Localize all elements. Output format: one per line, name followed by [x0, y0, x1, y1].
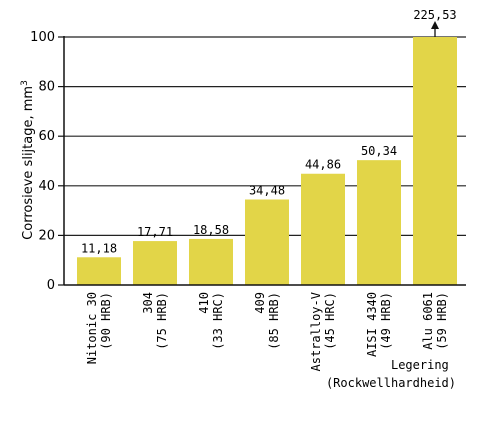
x-tick-label-line: AISI 4340 — [365, 292, 379, 357]
x-tick-label: AISI 4340 (49 HRB) — [365, 292, 393, 357]
x-tick-label-line: (45 HRC) — [323, 292, 337, 350]
x-tick-label-line: (33 HRC) — [211, 292, 225, 350]
x-tick-label-line: Astralloy-V — [309, 292, 323, 371]
x-axis-label: Legering (Rockwellhardheid) — [326, 358, 456, 390]
value-label: 11,18 — [81, 241, 117, 255]
x-tick-label-line: 409 — [253, 292, 267, 314]
x-tick-label: 304 (75 HRB) — [141, 292, 169, 350]
x-axis-label-line-2: (Rockwellhardheid) — [326, 376, 456, 390]
y-tick-label: 0 — [47, 278, 55, 293]
bar — [245, 199, 289, 285]
x-tick-label-line: (85 HRB) — [267, 292, 281, 350]
x-tick-label-line: Alu 6061 — [421, 292, 435, 350]
y-tick-labels: 0 20 40 60 80 100 — [30, 30, 55, 293]
y-tick-label: 100 — [30, 30, 55, 45]
y-tick-label: 40 — [38, 179, 55, 194]
x-tick-label-line: 304 — [141, 292, 155, 314]
x-tick-label: Alu 6061 (59 HRB) — [421, 292, 449, 350]
bar — [133, 241, 177, 285]
x-tick-label-line: (75 HRB) — [155, 292, 169, 350]
x-axis-label-line-1: Legering — [391, 358, 449, 372]
bars — [77, 37, 457, 285]
value-label: 17,71 — [137, 225, 173, 239]
x-tick-label-line: Nitonic 30 — [85, 292, 99, 364]
bar — [301, 173, 345, 285]
x-tick-label-line: (90 HRB) — [99, 292, 113, 350]
value-label: 34,48 — [249, 183, 285, 197]
x-tick-labels: Nitonic 30 (90 HRB) 304 (75 HRB) 410 (33 HRC)… — [85, 292, 449, 371]
value-label: 44,86 — [305, 158, 341, 172]
y-axis-label: Corrosieve slijtage, mm3 — [20, 80, 36, 240]
bar — [77, 257, 121, 285]
y-tick-label: 60 — [38, 129, 55, 144]
x-tick-label-line: (49 HRB) — [379, 292, 393, 350]
bar — [357, 160, 401, 285]
y-tick-label: 80 — [38, 80, 55, 95]
bar — [189, 238, 233, 285]
x-tick-label-line: 410 — [197, 292, 211, 314]
x-tick-label: Nitonic 30 (90 HRB) — [85, 292, 113, 364]
x-tick-label-line: (59 HRB) — [435, 292, 449, 350]
x-tick-label: Astralloy-V (45 HRC) — [309, 292, 337, 371]
value-labels: 11,18 17,71 18,58 34,48 44,86 50,34 225,53 — [81, 8, 457, 255]
x-tick-label: 410 (33 HRC) — [197, 292, 225, 350]
axes — [58, 36, 466, 286]
overflow-arrow-head — [431, 21, 439, 29]
y-tick-label: 20 — [38, 228, 55, 243]
bar — [413, 37, 457, 285]
value-label: 18,58 — [193, 223, 229, 237]
value-label: 50,34 — [361, 144, 397, 158]
value-label: 225,53 — [413, 8, 456, 22]
x-tick-label: 409 (85 HRB) — [253, 292, 281, 350]
